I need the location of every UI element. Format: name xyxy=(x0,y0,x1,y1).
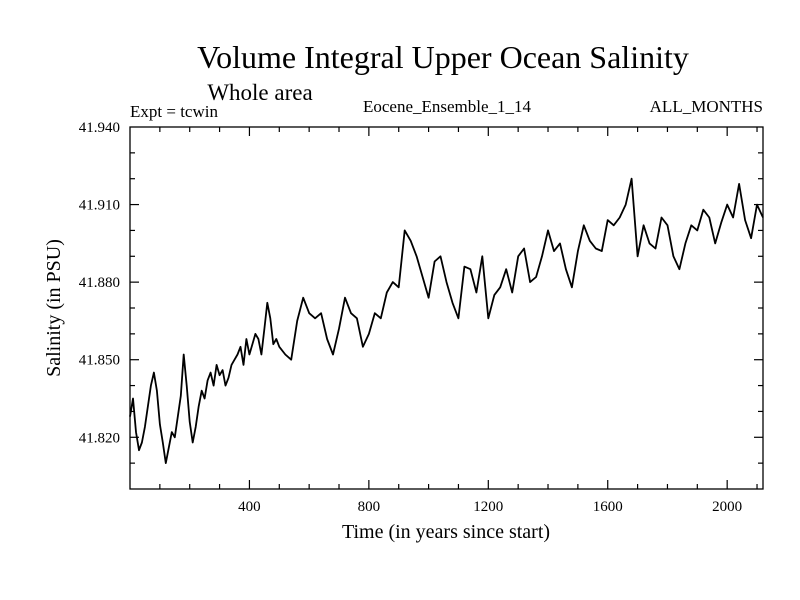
expt-label: Expt = tcwin xyxy=(130,102,218,121)
y-tick-label: 41.910 xyxy=(79,198,120,214)
months-label: ALL_MONTHS xyxy=(650,97,763,116)
y-axis-label: Salinity (in PSU) xyxy=(43,239,65,377)
y-tick-label: 41.850 xyxy=(79,353,120,369)
x-tick-label: 1200 xyxy=(473,499,503,515)
x-axis-label: Time (in years since start) xyxy=(342,521,550,543)
x-tick-label: 1600 xyxy=(593,499,623,515)
salinity-series-line xyxy=(129,177,764,464)
y-tick-label: 41.820 xyxy=(79,430,120,446)
x-tick-label: 2000 xyxy=(712,499,742,515)
chart-subtitle: Whole area xyxy=(207,80,312,105)
y-tick-label: 41.880 xyxy=(79,275,120,291)
ensemble-label: Eocene_Ensemble_1_14 xyxy=(363,97,532,116)
chart-title: Volume Integral Upper Ocean Salinity xyxy=(197,39,689,75)
x-tick-label: 400 xyxy=(238,499,261,515)
axis-ticks xyxy=(130,127,763,489)
x-tick-label: 800 xyxy=(358,499,381,515)
y-tick-label: 41.940 xyxy=(79,120,120,136)
axis-tick-labels: 400 800 1200 1600 2000 41.820 41.850 41.880 41.9… xyxy=(79,120,742,515)
plot-frame xyxy=(129,126,764,490)
